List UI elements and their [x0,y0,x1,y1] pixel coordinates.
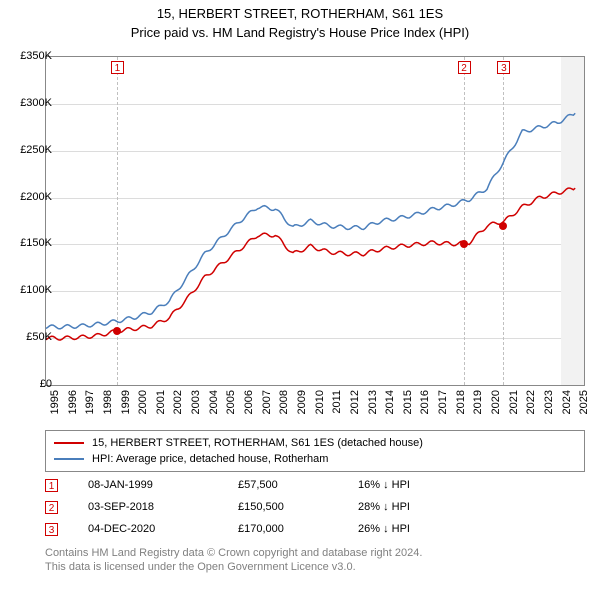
sale-row: 1 08-JAN-1999£57,50016% ↓ HPI [45,474,585,496]
chart-subtitle: Price paid vs. HM Land Registry's House … [0,25,600,42]
x-tick-label: 2010 [314,390,326,414]
sale-row-marker: 3 [45,523,58,536]
x-tick-label: 2019 [472,390,484,414]
sale-price: £57,500 [238,479,358,491]
sale-price: £170,000 [238,523,358,535]
x-tick-label: 2023 [543,390,555,414]
sale-diff: 26% ↓ HPI [358,523,478,535]
y-tick-label: £100K [20,284,52,296]
x-tick-label: 1998 [102,390,114,414]
sale-diff: 28% ↓ HPI [358,501,478,513]
y-tick-label: £300K [20,97,52,109]
legend-swatch [54,442,84,444]
y-tick-label: £50K [26,331,52,343]
x-tick-label: 2020 [490,390,502,414]
plot-area: 123 [45,56,585,386]
x-tick-label: 2007 [261,390,273,414]
x-tick-label: 2022 [525,390,537,414]
x-tick-label: 2011 [331,390,343,414]
x-tick-label: 2013 [367,390,379,414]
x-tick-label: 2003 [190,390,202,414]
series-line [46,113,575,329]
legend: 15, HERBERT STREET, ROTHERHAM, S61 1ES (… [45,430,585,472]
footer-line-1: Contains HM Land Registry data © Crown c… [45,546,422,560]
x-tick-label: 2006 [243,390,255,414]
sale-date: 03-SEP-2018 [88,501,238,513]
legend-item: HPI: Average price, detached house, Roth… [54,451,576,467]
x-tick-label: 2021 [508,390,520,414]
x-tick-label: 2005 [225,390,237,414]
x-tick-label: 2024 [561,390,573,414]
sale-row-marker: 2 [45,501,58,514]
x-tick-label: 2008 [278,390,290,414]
x-tick-label: 2018 [455,390,467,414]
sale-price: £150,500 [238,501,358,513]
legend-item: 15, HERBERT STREET, ROTHERHAM, S61 1ES (… [54,435,576,451]
x-tick-label: 2016 [419,390,431,414]
chart-container: 15, HERBERT STREET, ROTHERHAM, S61 1ES P… [0,6,600,596]
x-tick-label: 2009 [296,390,308,414]
x-tick-label: 1999 [120,390,132,414]
y-tick-label: £350K [20,50,52,62]
sale-diff: 16% ↓ HPI [358,479,478,491]
x-tick-label: 2017 [437,390,449,414]
x-tick-label: 2012 [349,390,361,414]
legend-swatch [54,458,84,460]
x-tick-label: 1996 [67,390,79,414]
x-tick-label: 2002 [172,390,184,414]
x-tick-label: 1995 [49,390,61,414]
sale-date: 04-DEC-2020 [88,523,238,535]
legend-label: 15, HERBERT STREET, ROTHERHAM, S61 1ES (… [92,437,423,449]
sale-row: 2 03-SEP-2018£150,50028% ↓ HPI [45,496,585,518]
sale-row: 3 04-DEC-2020£170,00026% ↓ HPI [45,518,585,540]
x-tick-label: 2000 [137,390,149,414]
legend-label: HPI: Average price, detached house, Roth… [92,453,328,465]
y-tick-label: £150K [20,237,52,249]
sales-table: 1 08-JAN-1999£57,50016% ↓ HPI 2 03-SEP-2018… [45,474,585,540]
sale-date: 08-JAN-1999 [88,479,238,491]
x-tick-label: 2004 [208,390,220,414]
y-tick-label: £250K [20,144,52,156]
sale-row-marker: 1 [45,479,58,492]
y-tick-label: £200K [20,191,52,203]
footer-attribution: Contains HM Land Registry data © Crown c… [45,546,422,575]
footer-line-2: This data is licensed under the Open Gov… [45,560,422,574]
x-tick-label: 2001 [155,390,167,414]
x-tick-label: 1997 [84,390,96,414]
series-line [46,188,575,340]
x-tick-label: 2014 [384,390,396,414]
x-tick-label: 2015 [402,390,414,414]
chart-title: 15, HERBERT STREET, ROTHERHAM, S61 1ES [0,6,600,23]
x-tick-label: 2025 [578,390,590,414]
y-tick-label: £0 [40,378,52,390]
